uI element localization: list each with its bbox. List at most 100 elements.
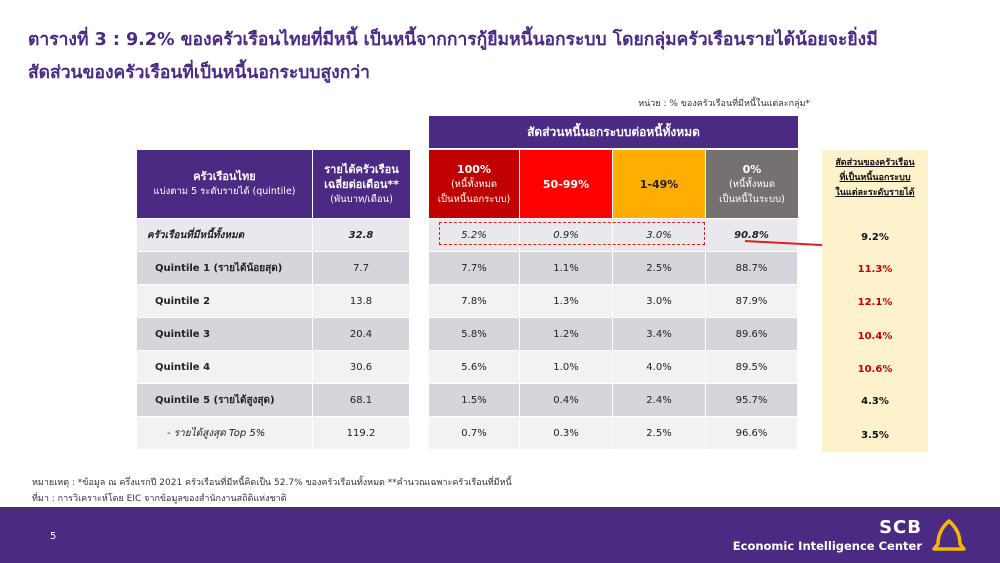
row-value-p100: 5.6% [429, 351, 520, 383]
row-value-p149: 3.0% [613, 285, 706, 317]
header-100pct: 100% (หนี้ทั้งหมด เป็นหนี้นอกระบบ) [429, 150, 519, 218]
table-row-cell: 7.7 [313, 252, 410, 284]
table-row-cell: 88.7% [706, 252, 798, 284]
source-note: ที่มา : การวิเคราะห์โดย EIC จากข้อมูลของ… [32, 494, 287, 504]
side-panel-value: 12.1% [857, 297, 893, 308]
row-value-income: 32.8 [313, 219, 410, 251]
table-row-cell: 20.4 [313, 318, 410, 350]
brand-block: SCB Economic Intelligence Center [733, 518, 922, 554]
table-row-cell: 0.3% [520, 417, 613, 449]
header-0pct: 0% (หนี้ทั้งหมด เป็นหนี้ในระบบ) [706, 150, 798, 218]
header-household-group: ครัวเรือนไทย แบ่งตาม 5 ระดับรายได้ (quin… [137, 150, 312, 218]
table-row-cell: 3.4% [613, 318, 706, 350]
table-row-cell: 1.1% [520, 252, 613, 284]
row-value-p5099: 1.3% [520, 285, 613, 317]
row-value-p5099: 0.4% [520, 384, 613, 416]
row-label: Quintile 3 [137, 318, 313, 350]
table-row-cell: 119.2 [313, 417, 410, 449]
row-value-p0: 96.6% [706, 417, 798, 449]
row-value-p0: 89.6% [706, 318, 798, 350]
table-row-cell: 0.4% [520, 384, 613, 416]
row-value-p0: 87.9% [706, 285, 798, 317]
table-row-cell: 95.7% [706, 384, 798, 416]
table-row-cell: Quintile 2 [137, 285, 313, 317]
row-value-income: 7.7 [313, 252, 410, 284]
row-value-p149: 2.4% [613, 384, 706, 416]
table-row-cell: - รายได้สูงสุด Top 5% [137, 417, 313, 449]
row-value-p149: 3.0% [613, 219, 706, 251]
row-value-p100: 5.8% [429, 318, 520, 350]
side-panel-value: 10.6% [857, 364, 893, 375]
table-row-cell: 5.6% [429, 351, 520, 383]
table-row-cell: Quintile 4 [137, 351, 313, 383]
table-row-cell: 2.5% [613, 417, 706, 449]
row-value-p0: 88.7% [706, 252, 798, 284]
row-value-p149: 2.5% [613, 417, 706, 449]
remark-note: หมายเหตุ : *ข้อมูล ณ ครึ่งแรกปี 2021 ครั… [32, 478, 512, 488]
row-value-income: 13.8 [313, 285, 410, 317]
page-title: ตารางที่ 3 : 9.2% ของครัวเรือนไทยที่มีหน… [28, 24, 978, 90]
table-row-cell: 5.2% [429, 219, 520, 251]
side-panel-value: 9.2% [861, 232, 889, 243]
table-row-cell: 1.3% [520, 285, 613, 317]
row-value-p100: 1.5% [429, 384, 520, 416]
table-row-cell: 7.8% [429, 285, 520, 317]
row-value-p0: 90.8% [706, 219, 798, 251]
row-label: ครัวเรือนที่มีหนี้ทั้งหมด [137, 219, 313, 251]
row-value-p5099: 1.2% [520, 318, 613, 350]
row-value-p5099: 1.0% [520, 351, 613, 383]
title-line-2: สัดส่วนของครัวเรือนที่เป็นหนี้นอกระบบสูง… [28, 63, 370, 83]
table-row-cell: 89.6% [706, 318, 798, 350]
table-row-cell: 0.9% [520, 219, 613, 251]
row-label: Quintile 4 [137, 351, 313, 383]
side-panel-value: 10.4% [857, 331, 893, 342]
row-value-p0: 95.7% [706, 384, 798, 416]
row-value-income: 20.4 [313, 318, 410, 350]
table-row-cell: 90.8% [706, 219, 798, 251]
row-value-p0: 89.5% [706, 351, 798, 383]
table-row-cell: 87.9% [706, 285, 798, 317]
table-row-cell: Quintile 3 [137, 318, 313, 350]
brand-subtitle: Economic Intelligence Center [732, 539, 922, 553]
title-line-1: ตารางที่ 3 : 9.2% ของครัวเรือนไทยที่มีหน… [28, 30, 878, 50]
row-value-income: 119.2 [313, 417, 410, 449]
table-row-cell: 1.0% [520, 351, 613, 383]
header-income: รายได้ครัวเรือน เฉลี่ยต่อเดือน** (พันบาท… [313, 150, 410, 218]
row-value-p149: 3.4% [613, 318, 706, 350]
table-row-cell: 13.8 [313, 285, 410, 317]
row-value-p149: 2.5% [613, 252, 706, 284]
table-row-cell: ครัวเรือนที่มีหนี้ทั้งหมด [137, 219, 313, 251]
table-row-cell: 68.1 [313, 384, 410, 416]
row-value-income: 30.6 [313, 351, 410, 383]
row-label: Quintile 1 (รายได้น้อยสุด) [137, 252, 313, 284]
row-value-p149: 4.0% [613, 351, 706, 383]
row-label: - รายได้สูงสุด Top 5% [137, 417, 313, 449]
header-1-49pct: 1-49% [613, 150, 705, 218]
table-row-cell: Quintile 1 (รายได้น้อยสุด) [137, 252, 313, 284]
side-panel-value: 4.3% [861, 396, 889, 407]
highlight-dashed-box [439, 222, 705, 245]
table-row-cell: 0.7% [429, 417, 520, 449]
row-value-p100: 5.2% [429, 219, 520, 251]
row-value-p100: 7.7% [429, 252, 520, 284]
table-row-cell: 4.0% [613, 351, 706, 383]
row-value-p100: 0.7% [429, 417, 520, 449]
row-value-income: 68.1 [313, 384, 410, 416]
side-panel-value: 11.3% [857, 264, 893, 275]
scb-bell-logo-icon [932, 519, 966, 551]
table-row-cell: 1.5% [429, 384, 520, 416]
table-row-cell: 3.0% [613, 285, 706, 317]
row-value-p5099: 0.3% [520, 417, 613, 449]
page-number: 5 [50, 531, 57, 542]
row-value-p5099: 1.1% [520, 252, 613, 284]
header-informal-debt-share: สัดส่วนหนี้นอกระบบต่อหนี้ทั้งหมด [429, 116, 798, 148]
row-value-p100: 7.8% [429, 285, 520, 317]
table-row-cell: 89.5% [706, 351, 798, 383]
table-row-cell: 7.7% [429, 252, 520, 284]
table-row-cell: 3.0% [613, 219, 706, 251]
row-label: Quintile 5 (รายได้สูงสุด) [137, 384, 313, 416]
table-row-cell: 96.6% [706, 417, 798, 449]
table-row-cell: 5.8% [429, 318, 520, 350]
footer-bar [0, 507, 1000, 563]
row-label: Quintile 2 [137, 285, 313, 317]
